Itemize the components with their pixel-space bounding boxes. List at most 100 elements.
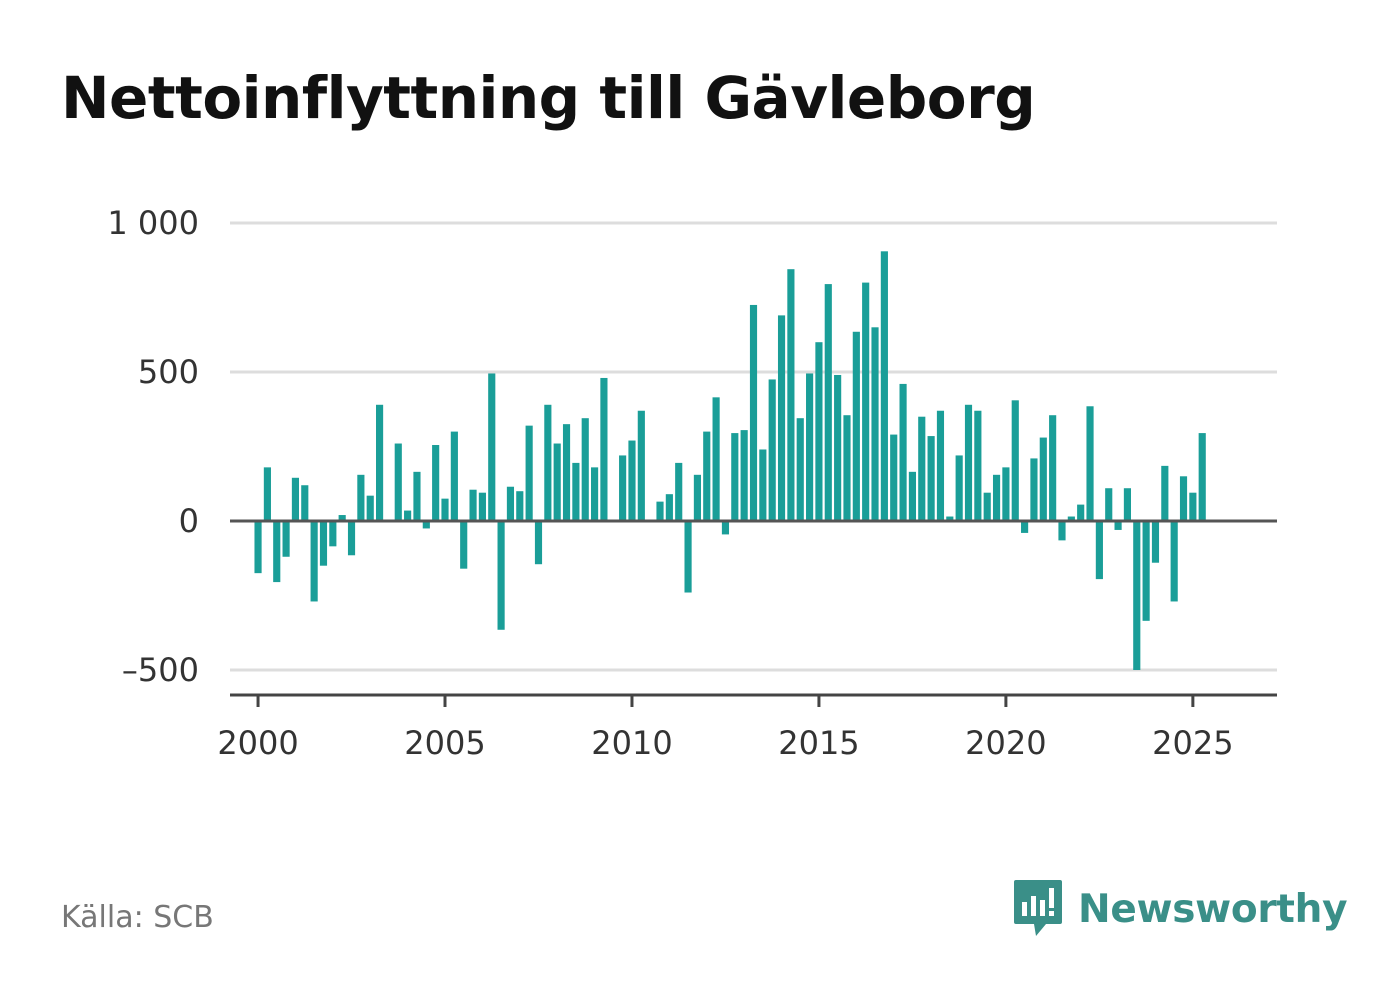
bar <box>815 342 823 521</box>
bars <box>254 251 1206 670</box>
bar <box>1002 467 1010 521</box>
bar <box>301 485 309 521</box>
bar <box>273 521 281 583</box>
bar <box>983 492 991 521</box>
brand-name: Newsworthy <box>1078 886 1348 932</box>
bar <box>581 418 589 521</box>
bar <box>394 443 402 521</box>
bar <box>1021 521 1029 533</box>
bar <box>1198 433 1206 521</box>
bar <box>1142 521 1150 621</box>
bar <box>534 521 543 565</box>
axes <box>230 519 1277 707</box>
bar <box>1077 504 1085 521</box>
bar <box>347 521 356 556</box>
x-tick-label: 2005 <box>404 724 485 762</box>
bar <box>740 430 748 521</box>
x-tick-label: 2020 <box>965 724 1046 762</box>
bar <box>1170 521 1178 602</box>
bar <box>1105 488 1113 521</box>
bar <box>890 434 898 521</box>
bar <box>721 521 730 535</box>
bar <box>1133 521 1141 670</box>
bar <box>936 410 945 521</box>
bar <box>796 418 804 521</box>
bar <box>572 462 580 521</box>
bar <box>591 467 599 521</box>
bar <box>460 521 468 569</box>
bar <box>263 467 271 521</box>
bar <box>628 440 636 521</box>
bar <box>254 521 262 574</box>
chart-title: Nettoinflyttning till Gävleborg <box>61 64 1036 132</box>
bar <box>992 474 1001 521</box>
bar <box>619 455 627 521</box>
bar <box>862 282 870 521</box>
bar <box>1067 516 1075 521</box>
bar <box>834 374 842 521</box>
bar <box>469 489 477 521</box>
bar <box>422 521 430 529</box>
bar <box>693 474 701 521</box>
bar <box>908 471 916 521</box>
bar <box>1058 521 1066 541</box>
bar <box>899 383 907 521</box>
bar <box>600 377 608 521</box>
bar <box>1095 521 1103 580</box>
bar <box>731 433 739 521</box>
y-tick-label: –500 <box>122 651 199 689</box>
bar <box>516 491 524 521</box>
bar <box>1189 492 1197 521</box>
bar <box>806 373 814 521</box>
bar <box>478 492 486 521</box>
bar <box>329 521 337 547</box>
x-tick-label: 2000 <box>217 724 298 762</box>
y-tick-label: 1 000 <box>107 204 199 242</box>
bar <box>777 315 786 521</box>
bar <box>338 515 346 521</box>
brand: Newsworthy <box>1012 878 1348 940</box>
bar <box>684 521 692 593</box>
bar <box>497 521 505 630</box>
bar <box>759 449 767 521</box>
source-label: Källa: SCB <box>61 900 214 935</box>
bar <box>665 494 673 521</box>
bar <box>1123 488 1131 521</box>
bar <box>749 304 758 521</box>
tick-labels: 1 000 500 0 –500 2000 2005 2010 2015 2020 2025 <box>107 204 1233 762</box>
bar <box>824 284 832 521</box>
bar <box>310 521 318 602</box>
bar <box>852 331 860 521</box>
bar <box>927 436 935 521</box>
bar <box>1151 521 1160 563</box>
bar <box>376 404 384 521</box>
x-tick-label: 2010 <box>591 724 672 762</box>
bar <box>768 379 776 521</box>
bar <box>506 486 515 521</box>
bar <box>1030 458 1038 521</box>
bar <box>1179 476 1188 521</box>
bar <box>918 416 926 521</box>
bar <box>553 443 561 521</box>
bar <box>712 397 720 521</box>
bar <box>675 462 683 521</box>
bar <box>366 495 374 521</box>
newsworthy-logo-icon <box>1014 880 1062 936</box>
bar <box>787 269 795 521</box>
bar <box>1086 406 1094 521</box>
bar <box>843 415 851 521</box>
bar <box>432 445 440 521</box>
bar <box>357 474 365 521</box>
bar <box>637 410 645 521</box>
bar <box>450 431 458 521</box>
bar <box>703 431 711 521</box>
bar <box>404 510 412 521</box>
bar <box>291 477 300 521</box>
bar <box>319 521 328 566</box>
bar <box>488 373 496 521</box>
bar <box>946 516 954 521</box>
bar <box>1161 465 1169 521</box>
bar <box>974 410 982 521</box>
bar <box>525 425 533 521</box>
